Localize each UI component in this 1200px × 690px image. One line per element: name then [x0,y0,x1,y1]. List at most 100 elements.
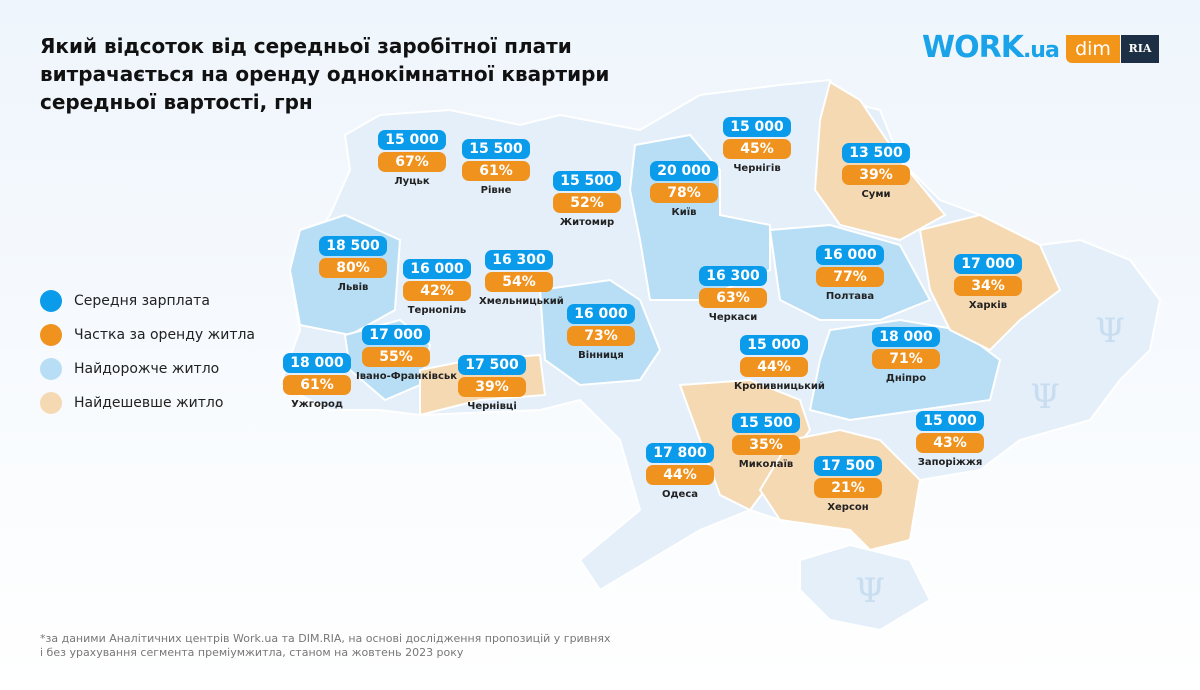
salary-badge: 17 500 [458,355,526,375]
salary-badge: 16 000 [567,304,635,324]
rent-share-badge: 39% [842,165,910,185]
city-name: Запоріжжя [917,457,983,468]
city-name: Хмельницький [479,296,564,307]
legend-item-salary: Середня зарплата [40,284,255,318]
rent-share-badge: 61% [462,161,530,181]
rent-share-badge: 77% [816,267,884,287]
city-marker: 15 000 43% Запоріжжя [910,411,990,468]
footnote-line: і без урахування сегмента преміумжитла, … [40,646,464,659]
rent-share-badge: 54% [485,272,553,292]
city-marker: 16 300 54% Хмельницький [479,250,564,307]
rent-share-badge: 67% [378,152,446,172]
city-marker: 17 000 34% Харків [948,254,1028,311]
salary-badge: 15 500 [732,413,800,433]
rent-share-badge: 34% [954,276,1022,296]
dim-logo: dim [1066,35,1120,63]
city-marker: 15 500 35% Миколаїв [726,413,806,470]
trident-icon: Ψ [1030,377,1060,417]
legend-swatch [40,358,62,380]
trident-icon: Ψ [855,571,885,611]
footnote-line: *за даними Аналітичних центрів Work.ua т… [40,632,611,645]
city-name: Ужгород [291,399,343,410]
city-name: Тернопіль [407,305,467,316]
city-marker: 17 800 44% Одеса [640,443,720,500]
salary-badge: 17 500 [814,456,882,476]
city-name: Херсон [827,502,869,513]
ria-logo: RIA [1121,35,1159,63]
salary-badge: 18 000 [283,353,351,373]
salary-badge: 17 800 [646,443,714,463]
rent-share-badge: 39% [458,377,526,397]
city-name: Полтава [825,291,875,302]
city-marker: 16 300 63% Черкаси [693,266,773,323]
salary-badge: 16 000 [403,259,471,279]
salary-badge: 15 000 [740,335,808,355]
rent-share-badge: 80% [319,258,387,278]
legend-item-cheap: Найдешевше житло [40,386,255,420]
region-dnipro [808,318,1002,422]
city-marker: 15 000 45% Чернігів [717,117,797,174]
city-name: Миколаїв [738,459,794,470]
city-marker: 16 000 77% Полтава [810,245,890,302]
salary-badge: 18 500 [319,236,387,256]
city-name: Суми [861,189,891,200]
rent-share-badge: 63% [699,288,767,308]
city-marker: 20 000 78% Київ [644,161,724,218]
city-marker: 18 000 71% Дніпро [866,327,946,384]
city-marker: 18 500 80% Львів [313,236,393,293]
crimea-shape [799,543,932,632]
rent-share-badge: 52% [553,193,621,213]
footnote: *за даними Аналітичних центрів Work.ua т… [40,632,611,660]
city-name: Черкаси [708,312,758,323]
city-marker: 17 000 55% Івано-Франківськ [356,325,458,382]
city-marker: 18 000 61% Ужгород [277,353,357,410]
legend-swatch [40,392,62,414]
salary-badge: 17 000 [954,254,1022,274]
rent-share-badge: 43% [916,433,984,453]
city-name: Рівне [480,185,512,196]
city-marker: 17 500 21% Херсон [808,456,888,513]
legend-item-share: Частка за оренду житла [40,318,255,352]
rent-share-badge: 44% [646,465,714,485]
city-marker: 16 000 42% Тернопіль [397,259,477,316]
salary-badge: 16 000 [816,245,884,265]
rent-share-badge: 44% [740,357,808,377]
legend-item-expensive: Найдорожче житло [40,352,255,386]
city-name: Житомир [559,217,615,228]
rent-share-badge: 61% [283,375,351,395]
salary-badge: 18 000 [872,327,940,347]
city-marker: 15 000 67% Луцьк [372,130,452,187]
legend: Середня зарплата Частка за оренду житла … [40,284,255,420]
city-marker: 17 500 39% Чернівці [452,355,532,412]
legend-swatch [40,290,62,312]
city-name: Дніпро [885,373,927,384]
rent-share-badge: 21% [814,478,882,498]
salary-badge: 15 000 [723,117,791,137]
salary-badge: 13 500 [842,143,910,163]
salary-badge: 15 000 [916,411,984,431]
work-ua-logo: WORK.ua [922,30,1060,65]
city-name: Харків [968,300,1008,311]
city-name: Вінниця [578,350,624,361]
trident-icon: Ψ [1095,311,1125,351]
salary-badge: 16 300 [485,250,553,270]
city-marker: 15 500 61% Рівне [456,139,536,196]
rent-share-badge: 45% [723,139,791,159]
city-marker: 15 500 52% Житомир [547,171,627,228]
city-name: Івано-Франківськ [356,371,458,382]
city-name: Кропивницький [734,381,825,392]
city-name: Чернівці [467,401,517,412]
rent-share-badge: 78% [650,183,718,203]
rent-share-badge: 73% [567,326,635,346]
city-name: Львів [337,282,369,293]
salary-badge: 17 000 [362,325,430,345]
rent-share-badge: 55% [362,347,430,367]
city-name: Одеса [661,489,699,500]
salary-badge: 16 300 [699,266,767,286]
city-name: Чернігів [733,163,781,174]
salary-badge: 15 500 [553,171,621,191]
salary-badge: 15 000 [378,130,446,150]
city-marker: 15 000 44% Кропивницький [734,335,825,392]
